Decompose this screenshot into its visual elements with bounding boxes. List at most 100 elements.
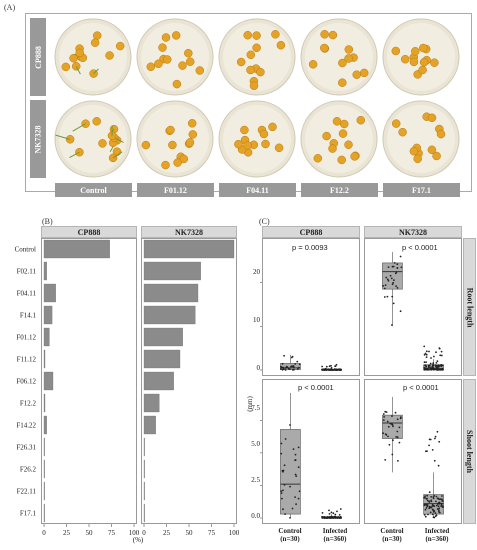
- bar-x-tick: 25: [63, 529, 71, 537]
- seed: [188, 130, 198, 139]
- bar-category-label: F14.22: [16, 422, 36, 430]
- bar-x-tick: 50: [86, 529, 94, 537]
- bar-category-label: F11.12: [17, 356, 37, 364]
- sprout: [112, 151, 123, 159]
- box-x-label-cp888-infected: Infected (n=360): [322, 527, 348, 543]
- seed: [350, 152, 359, 161]
- bar-x-tick: 100: [229, 529, 240, 537]
- panel-b-label: (B): [42, 217, 53, 226]
- petri-dish: [218, 18, 296, 96]
- panel-c-label: (C): [259, 217, 270, 226]
- seed: [92, 117, 101, 126]
- bar-category-label: F26.2: [20, 466, 37, 474]
- bar-category-label: F26.31: [16, 444, 36, 452]
- seed: [161, 160, 170, 170]
- bar-category-label: F12.2: [20, 400, 37, 408]
- facet-strip-cp888: CP888: [41, 226, 137, 238]
- seed: [338, 129, 348, 138]
- bar-plot-nk7328: [141, 238, 237, 524]
- box-row-strip-root: Root length: [463, 238, 476, 376]
- petri-dish: [136, 100, 214, 178]
- bar-x-tick: 25: [163, 529, 171, 537]
- seed: [154, 59, 163, 69]
- pvalue-root-nk7328: p < 0.0001: [402, 243, 438, 252]
- sprout: [93, 68, 99, 74]
- seed: [81, 119, 90, 128]
- seed: [338, 58, 347, 68]
- seed: [320, 43, 329, 53]
- seed: [359, 68, 369, 78]
- seed: [195, 66, 205, 75]
- seed: [61, 62, 71, 72]
- seed: [259, 129, 269, 139]
- seed: [322, 131, 331, 141]
- seed: [166, 125, 175, 135]
- seed: [240, 125, 249, 135]
- seed: [418, 65, 427, 75]
- box-x-label-nk7328-infected: Infected (n=360): [424, 527, 450, 543]
- seed: [172, 79, 182, 89]
- seed: [105, 51, 114, 60]
- seed: [234, 139, 243, 149]
- seed: [236, 57, 246, 67]
- seed: [246, 50, 256, 60]
- seed: [252, 43, 261, 53]
- seed: [146, 62, 156, 72]
- sprout: [72, 123, 86, 132]
- seed: [338, 78, 347, 87]
- seed: [173, 158, 182, 167]
- seed: [271, 30, 280, 39]
- seed: [436, 129, 446, 139]
- box-x-label-nk7328-control: Control (n=30): [380, 527, 404, 543]
- seed: [141, 140, 151, 150]
- seed: [276, 40, 286, 50]
- seed: [339, 119, 349, 129]
- petri-dish: [54, 100, 132, 178]
- sprout: [55, 134, 71, 140]
- seed: [308, 60, 318, 69]
- seed: [328, 30, 338, 40]
- seed: [161, 33, 171, 42]
- row-strip-nk7328: NK7328: [30, 100, 46, 178]
- seed: [352, 70, 361, 79]
- seed: [411, 47, 420, 56]
- seed: [90, 38, 100, 47]
- bar-category-label: F22.11: [17, 488, 37, 496]
- seed: [249, 81, 259, 91]
- bar-category-label: Control: [15, 246, 36, 254]
- seed: [185, 138, 195, 147]
- bar-x-tick: 75: [108, 529, 116, 537]
- seed: [274, 143, 284, 153]
- seed: [162, 55, 172, 64]
- box-col-strip-nk7328: NK7328: [364, 226, 462, 238]
- seed: [187, 119, 197, 128]
- seed: [332, 117, 342, 126]
- facet-strip-nk7328: NK7328: [141, 226, 237, 238]
- col-strip-f17-1: F17.1: [383, 183, 460, 197]
- bar-category-label: F01.12: [16, 334, 36, 342]
- seed: [256, 67, 265, 77]
- box-plot-root-cp888: [262, 238, 360, 376]
- box-row-strip-shoot: Shoot length: [463, 379, 476, 524]
- seed: [179, 154, 189, 164]
- seed: [171, 31, 181, 40]
- seed: [430, 58, 439, 67]
- petri-dish: [300, 100, 378, 178]
- seed: [243, 30, 252, 40]
- seed: [320, 30, 329, 39]
- petri-dish: [54, 18, 132, 96]
- petri-dish: [136, 18, 214, 96]
- bar-category-label: F17.1: [20, 510, 37, 518]
- sprout: [69, 151, 80, 159]
- root-ytick-10: 10: [253, 316, 260, 324]
- seed: [158, 43, 167, 52]
- seed: [391, 119, 401, 128]
- seed: [75, 48, 84, 58]
- seed: [92, 31, 102, 40]
- box-plot-shoot-nk7328: [364, 379, 462, 524]
- box-plot-shoot-cp888: [262, 379, 360, 524]
- sprout: [113, 137, 124, 143]
- seed: [409, 146, 419, 156]
- petri-dish: [300, 18, 378, 96]
- col-strip-f12-2: F12.2: [301, 183, 378, 197]
